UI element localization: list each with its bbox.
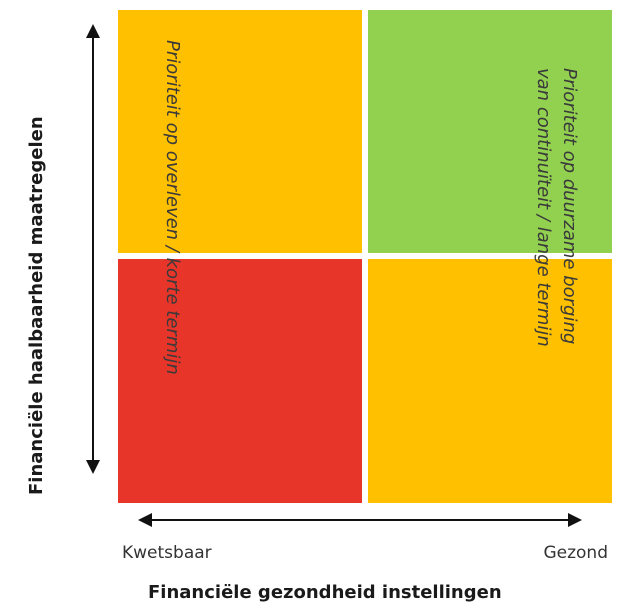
quadrant-top-left (118, 10, 362, 253)
y-axis-label: Financiële haalbaarheid maatregelen (26, 116, 47, 495)
x-axis-low-label: Kwetsbaar (122, 543, 212, 563)
quadrant-bottom-right (368, 259, 612, 503)
x-axis-label: Financiële gezondheid instellingen (148, 582, 502, 603)
continuity-priority-line-1: Prioriteit op duurzame borging (559, 68, 580, 345)
vertical-double-arrow (86, 24, 100, 474)
continuity-priority-line-2: van continuïteit / lange termijn (533, 68, 554, 347)
quadrant-bottom-left (118, 259, 362, 503)
quadrant-top-right (368, 10, 612, 253)
horizontal-double-arrow (138, 513, 582, 527)
continuity-priority-label: Prioriteit op duurzame borging van conti… (530, 68, 582, 347)
x-axis-high-label: Gezond (543, 543, 608, 563)
survival-priority-label: Prioriteit op overleven / korte termijn (162, 40, 183, 375)
